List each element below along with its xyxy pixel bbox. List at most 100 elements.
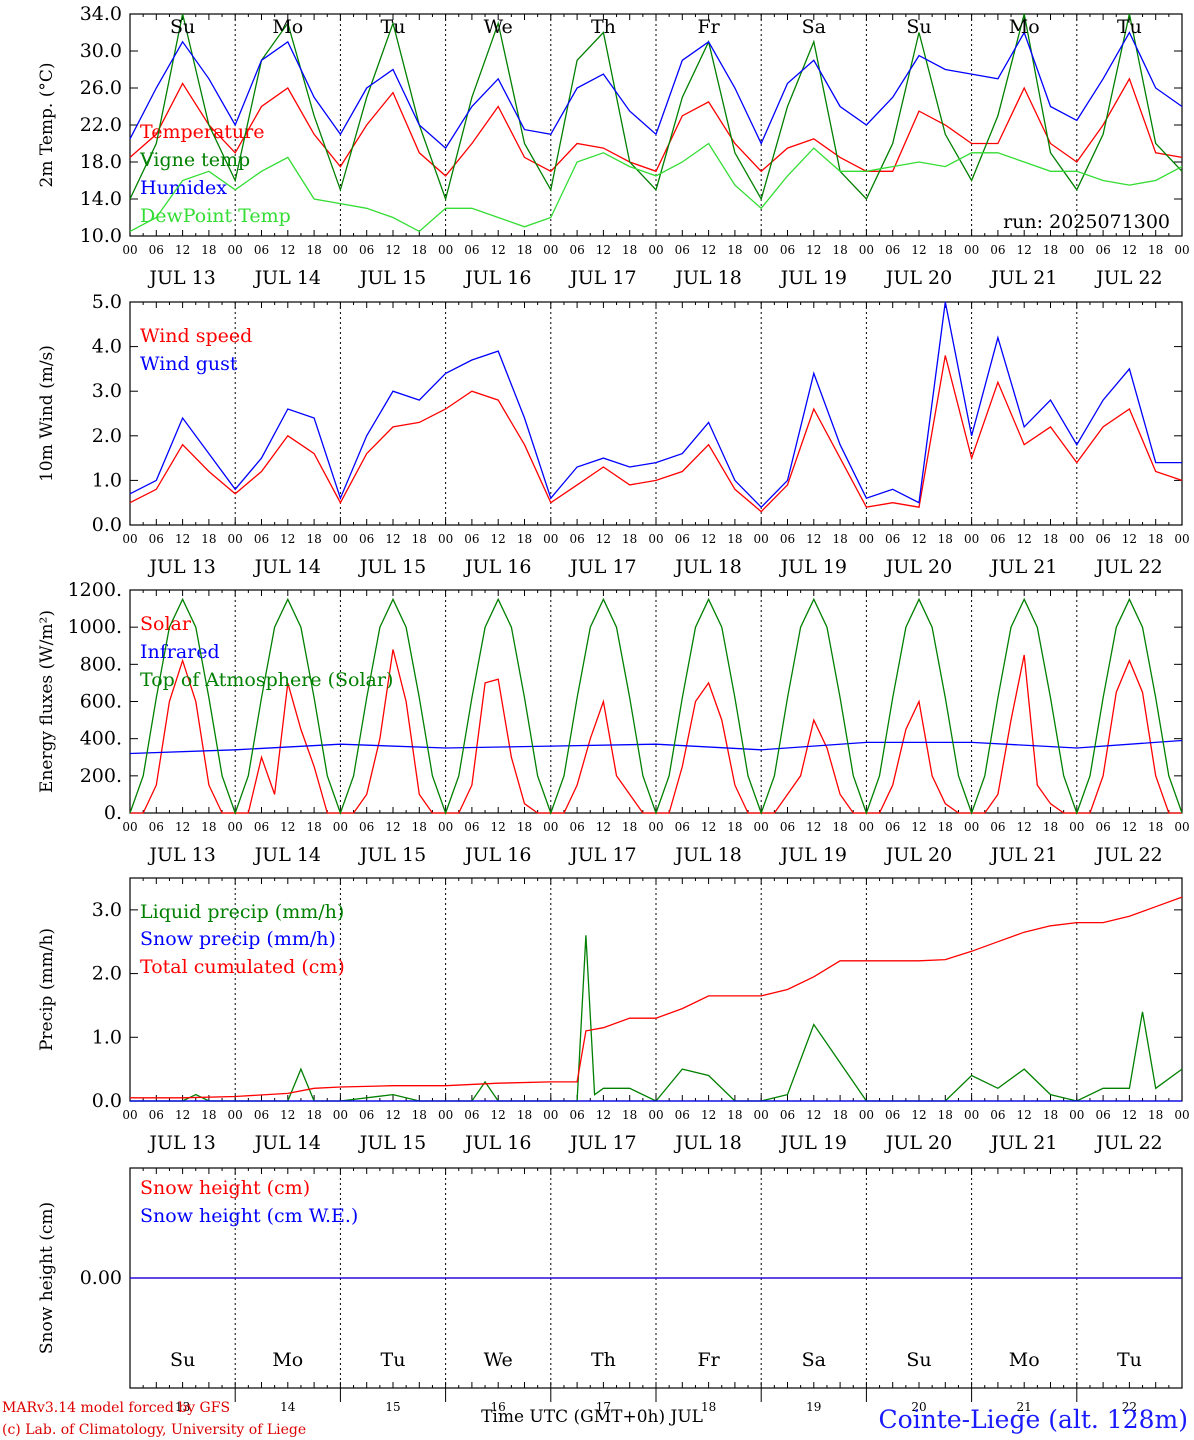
date-label: JUL 14 (253, 1132, 321, 1154)
hour-tick-label: 00 (648, 532, 663, 546)
date-label: JUL 15 (358, 267, 426, 289)
hour-tick-label: 18 (306, 532, 321, 546)
hour-tick-label: 18 (412, 820, 427, 834)
hour-tick-label: 18 (1148, 820, 1163, 834)
hour-tick-label: 18 (1148, 532, 1163, 546)
hour-tick-label: 12 (1122, 1108, 1137, 1122)
hour-tick-label: 12 (596, 820, 611, 834)
run-annotation: run: 2025071300 (1003, 211, 1170, 233)
hour-tick-label: 06 (254, 1108, 269, 1122)
day-number-label: 15 (385, 1400, 400, 1414)
date-label: JUL 13 (147, 1132, 215, 1154)
date-label: JUL 16 (463, 844, 531, 866)
hour-tick-label: 12 (1017, 820, 1032, 834)
y-tick-label: 10.0 (80, 225, 122, 247)
hour-tick-label: 00 (333, 820, 348, 834)
legend-entry: Wind gust (140, 353, 238, 375)
weekday-label: Su (906, 1349, 931, 1371)
hour-tick-label: 18 (517, 243, 532, 257)
date-label: JUL 18 (673, 844, 741, 866)
hour-tick-label: 18 (201, 1108, 216, 1122)
hour-tick-label: 12 (385, 532, 400, 546)
hour-tick-label: 12 (280, 532, 295, 546)
y-tick-label: 30.0 (80, 40, 122, 62)
day-number-label: 17 (596, 1400, 611, 1414)
y-tick-label: 26.0 (80, 77, 122, 99)
legend-entry: Solar (140, 613, 192, 635)
hour-tick-label: 00 (228, 1108, 243, 1122)
hour-tick-label: 06 (1095, 243, 1110, 257)
hour-tick-label: 12 (280, 243, 295, 257)
y-tick-label: 1000. (68, 616, 122, 638)
hour-tick-label: 18 (201, 532, 216, 546)
hour-tick-label: 12 (701, 1108, 716, 1122)
hour-tick-label: 06 (254, 243, 269, 257)
y-tick-label: 4.0 (92, 336, 122, 358)
y-tick-label: 14.0 (80, 188, 122, 210)
hour-tick-label: 12 (596, 532, 611, 546)
hour-tick-label: 00 (438, 820, 453, 834)
hour-tick-label: 06 (464, 820, 479, 834)
hour-tick-label: 00 (1069, 532, 1084, 546)
hour-tick-label: 12 (596, 1108, 611, 1122)
date-label: JUL 22 (1094, 267, 1162, 289)
hour-tick-label: 18 (832, 1108, 847, 1122)
hour-tick-label: 12 (911, 820, 926, 834)
hour-tick-label: 06 (990, 532, 1005, 546)
hour-tick-label: 12 (280, 820, 295, 834)
date-label: JUL 21 (989, 556, 1057, 578)
hour-tick-label: 12 (1017, 243, 1032, 257)
weekday-label: Sa (802, 16, 826, 38)
hour-tick-label: 12 (806, 820, 821, 834)
y-tick-label: 2.0 (92, 425, 122, 447)
legend-entry: Humidex (140, 177, 227, 199)
footer-copyright-text: (c) Lab. of Climatology, University of L… (2, 1422, 306, 1438)
hour-tick-label: 18 (306, 243, 321, 257)
date-label: JUL 20 (884, 556, 952, 578)
hour-tick-label: 06 (990, 820, 1005, 834)
hour-tick-label: 00 (543, 532, 558, 546)
y-tick-label: 5.0 (92, 291, 122, 313)
y-axis-label: 2m Temp. (°C) (37, 62, 57, 187)
hour-tick-label: 00 (964, 243, 979, 257)
hour-tick-label: 18 (517, 1108, 532, 1122)
hour-tick-label: 06 (359, 532, 374, 546)
series-line-1 (129, 77, 1183, 177)
hour-tick-label: 06 (569, 532, 584, 546)
hour-tick-label: 18 (622, 532, 637, 546)
weekday-label: We (484, 16, 513, 38)
hour-tick-label: 12 (491, 820, 506, 834)
hour-tick-label: 12 (806, 1108, 821, 1122)
hour-tick-label: 18 (306, 1108, 321, 1122)
hour-tick-label: 00 (122, 243, 137, 257)
hour-tick-label: 18 (306, 820, 321, 834)
y-tick-label: 800. (80, 653, 122, 675)
date-label: JUL 17 (568, 556, 636, 578)
hour-tick-label: 06 (149, 243, 164, 257)
legend-entry: Wind speed (140, 325, 252, 347)
hour-tick-label: 12 (1122, 820, 1137, 834)
hour-tick-label: 06 (569, 1108, 584, 1122)
hour-tick-label: 00 (859, 820, 874, 834)
legend-entry: Vigne temp (139, 149, 250, 171)
hour-tick-label: 18 (412, 1108, 427, 1122)
hour-tick-label: 00 (859, 1108, 874, 1122)
hour-tick-label: 06 (675, 532, 690, 546)
hour-tick-label: 06 (675, 1108, 690, 1122)
y-axis-label: 10m Wind (m/s) (37, 345, 57, 482)
hour-tick-label: 18 (517, 820, 532, 834)
y-tick-label: 400. (80, 728, 122, 750)
hour-tick-label: 18 (1043, 532, 1058, 546)
hour-tick-label: 00 (754, 532, 769, 546)
day-number-label: 21 (1017, 1400, 1032, 1414)
panel-2: 0.0 1.0 2.0 3.0 4.0 5.0 10m Wind (m/s) Wind spe… (37, 291, 1190, 578)
date-label: JUL 13 (147, 556, 215, 578)
date-label: JUL 19 (779, 556, 847, 578)
date-label: JUL 13 (147, 267, 215, 289)
hour-tick-label: 06 (885, 820, 900, 834)
weekday-label: Su (906, 16, 931, 38)
hour-tick-label: 00 (1069, 820, 1084, 834)
hour-tick-label: 18 (727, 532, 742, 546)
legend-entry: Snow precip (mm/h) (140, 928, 336, 950)
footer-model-text: MARv3.14 model forced by GFS (2, 1400, 230, 1416)
